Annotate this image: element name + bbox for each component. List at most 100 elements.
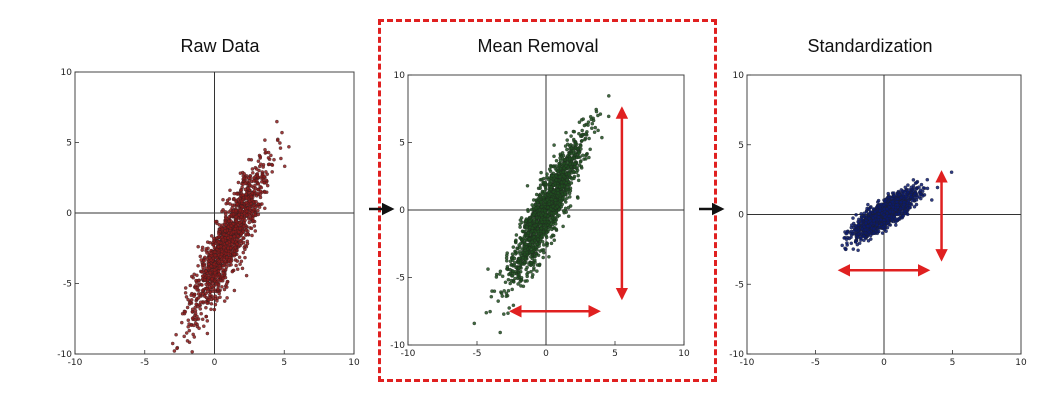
data-point [287,145,291,149]
data-point [552,143,556,147]
data-point [538,186,542,190]
data-point [557,202,562,207]
data-point [552,154,556,159]
data-point [925,177,930,182]
data-point [489,294,494,299]
data-point [536,237,540,242]
data-point [213,219,218,224]
data-point [234,215,238,219]
data-point [232,252,237,257]
data-point [223,275,228,280]
data-point [572,137,576,142]
data-point [220,285,224,289]
data-point [558,175,562,179]
data-point [564,181,568,185]
data-point [578,160,583,164]
data-point [541,255,545,260]
data-point [504,294,509,299]
data-point [529,247,534,251]
data-point [216,244,221,249]
data-point [246,232,250,237]
data-point [563,192,568,196]
data-point [565,138,569,142]
data-point [584,157,588,161]
data-point [532,218,536,222]
y-tick-label: 5 [399,139,405,149]
x-tick-label: 10 [348,358,360,368]
data-point [549,185,554,190]
data-point [554,211,558,215]
data-point [498,272,502,276]
data-point [199,270,204,274]
data-point [535,215,539,220]
data-point [897,192,902,197]
data-point [203,255,207,260]
mean-removal-highlight-box [378,19,717,382]
data-point [904,194,908,199]
data-point [204,305,208,310]
data-point [192,294,196,298]
data-point [606,114,611,119]
data-point [917,195,922,199]
data-point [231,239,235,244]
data-point [270,163,275,167]
data-point [263,190,267,195]
data-point [552,238,557,242]
data-point [492,289,497,293]
data-point [249,195,254,199]
data-point [573,162,577,166]
data-point [540,239,545,244]
data-point [576,178,581,183]
data-point [843,247,848,252]
scatter-panel-mean-removal: -10 -5 0 5 10 -10 -5 0 5 10 [390,71,690,359]
data-point [530,240,534,244]
data-point [530,203,534,207]
data-point [573,142,578,146]
data-point [586,123,590,127]
data-point [503,280,508,285]
data-point [901,214,905,218]
data-point [505,253,509,258]
data-point [863,228,868,232]
data-point [532,268,536,272]
data-point [539,226,544,231]
data-point [908,205,912,210]
data-point [195,314,199,319]
data-point [174,332,178,337]
data-point [239,215,244,219]
data-point [545,175,549,180]
data-point [205,319,210,323]
data-point [580,138,584,143]
data-point [516,274,520,279]
data-point [550,215,555,220]
y-tick-label: 0 [66,209,72,219]
data-point [232,196,236,201]
data-point [539,217,544,222]
y-tick-label: 10 [394,71,406,81]
data-point [525,272,529,276]
data-point [550,174,554,178]
data-point [202,263,207,268]
data-point [563,144,568,148]
data-point [547,255,551,259]
data-point [519,278,524,282]
x-tick-label: 5 [950,358,956,368]
data-point [538,183,543,187]
data-point [244,209,249,214]
data-point [533,254,537,259]
data-point [862,211,866,216]
data-point [243,247,247,252]
data-point [250,233,254,238]
data-point [520,220,524,225]
data-point [254,167,259,171]
data-point [220,227,225,231]
data-point [224,216,228,220]
data-point [200,288,205,293]
data-point [236,180,241,185]
data-point [244,213,249,217]
data-point [269,153,273,158]
data-point [525,250,529,255]
data-point [891,205,896,210]
data-point [205,240,210,244]
data-point [275,119,279,124]
